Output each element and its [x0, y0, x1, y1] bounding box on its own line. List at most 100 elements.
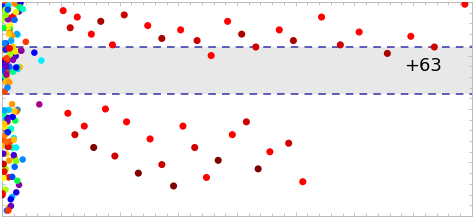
- Point: [3, 69, 11, 72]
- Point: [120, 13, 128, 17]
- Point: [0, 171, 7, 175]
- Point: [5, 32, 13, 36]
- Point: [6, 206, 13, 209]
- Point: [12, 159, 20, 163]
- Point: [266, 150, 273, 153]
- Point: [290, 39, 297, 42]
- Point: [0, 123, 6, 126]
- Point: [193, 39, 201, 42]
- Point: [0, 74, 8, 78]
- Point: [9, 115, 17, 119]
- Point: [4, 86, 11, 89]
- Point: [6, 31, 13, 35]
- Point: [2, 7, 10, 10]
- Point: [14, 67, 22, 71]
- Point: [135, 171, 142, 175]
- Point: [407, 34, 415, 38]
- Point: [6, 27, 14, 31]
- Point: [1, 1, 9, 5]
- Point: [4, 116, 11, 120]
- Point: [0, 109, 8, 112]
- Point: [2, 167, 9, 171]
- Point: [9, 70, 17, 73]
- Point: [81, 124, 88, 128]
- Point: [1, 41, 9, 45]
- Point: [4, 26, 11, 29]
- Point: [37, 59, 45, 62]
- Point: [177, 28, 184, 32]
- Point: [4, 15, 11, 19]
- Point: [8, 18, 16, 21]
- Point: [285, 141, 292, 145]
- Point: [3, 73, 10, 76]
- Point: [0, 138, 7, 141]
- Point: [158, 37, 165, 40]
- Point: [383, 52, 391, 55]
- Point: [5, 175, 12, 179]
- Point: [461, 2, 469, 6]
- Point: [16, 65, 24, 69]
- Point: [2, 80, 9, 83]
- Point: [9, 45, 17, 49]
- Point: [203, 176, 210, 179]
- Point: [5, 80, 13, 84]
- Point: [123, 120, 130, 124]
- Point: [59, 9, 67, 12]
- Point: [0, 68, 6, 72]
- Point: [7, 204, 15, 208]
- Point: [0, 143, 8, 146]
- Point: [337, 43, 344, 47]
- Point: [0, 26, 7, 30]
- Point: [12, 54, 19, 58]
- Point: [11, 119, 19, 122]
- Point: [3, 128, 10, 132]
- Point: [0, 176, 7, 180]
- Point: [14, 108, 21, 112]
- Point: [64, 112, 72, 115]
- Point: [2, 188, 9, 191]
- Point: [1, 134, 9, 137]
- Point: [0, 112, 8, 116]
- Point: [15, 183, 23, 187]
- Point: [0, 170, 8, 173]
- Point: [191, 146, 199, 149]
- Point: [71, 133, 79, 136]
- Point: [238, 32, 246, 36]
- Point: [12, 146, 20, 149]
- Point: [66, 26, 74, 29]
- Point: [5, 159, 13, 162]
- Point: [5, 108, 12, 112]
- Point: [36, 103, 43, 106]
- Point: [2, 118, 9, 121]
- Point: [11, 2, 18, 5]
- Point: [8, 195, 16, 199]
- Point: [4, 18, 12, 21]
- Point: [179, 124, 187, 128]
- Point: [15, 10, 23, 13]
- Point: [5, 145, 12, 149]
- Point: [1, 125, 9, 129]
- Point: [0, 5, 7, 8]
- Point: [144, 24, 152, 27]
- Point: [11, 50, 19, 53]
- Point: [0, 144, 7, 147]
- Point: [4, 209, 12, 212]
- Point: [7, 128, 15, 132]
- Point: [13, 179, 21, 182]
- Point: [3, 56, 10, 60]
- Point: [10, 109, 18, 113]
- Point: [299, 180, 307, 184]
- Point: [9, 146, 16, 149]
- Point: [6, 24, 14, 28]
- Point: [5, 209, 12, 212]
- Point: [14, 3, 21, 7]
- Point: [228, 133, 236, 136]
- Point: [318, 15, 325, 19]
- Point: [12, 66, 20, 69]
- Point: [146, 137, 154, 141]
- Point: [243, 120, 250, 124]
- Point: [12, 10, 20, 14]
- Point: [12, 191, 20, 194]
- Point: [0, 193, 6, 197]
- Point: [170, 184, 177, 188]
